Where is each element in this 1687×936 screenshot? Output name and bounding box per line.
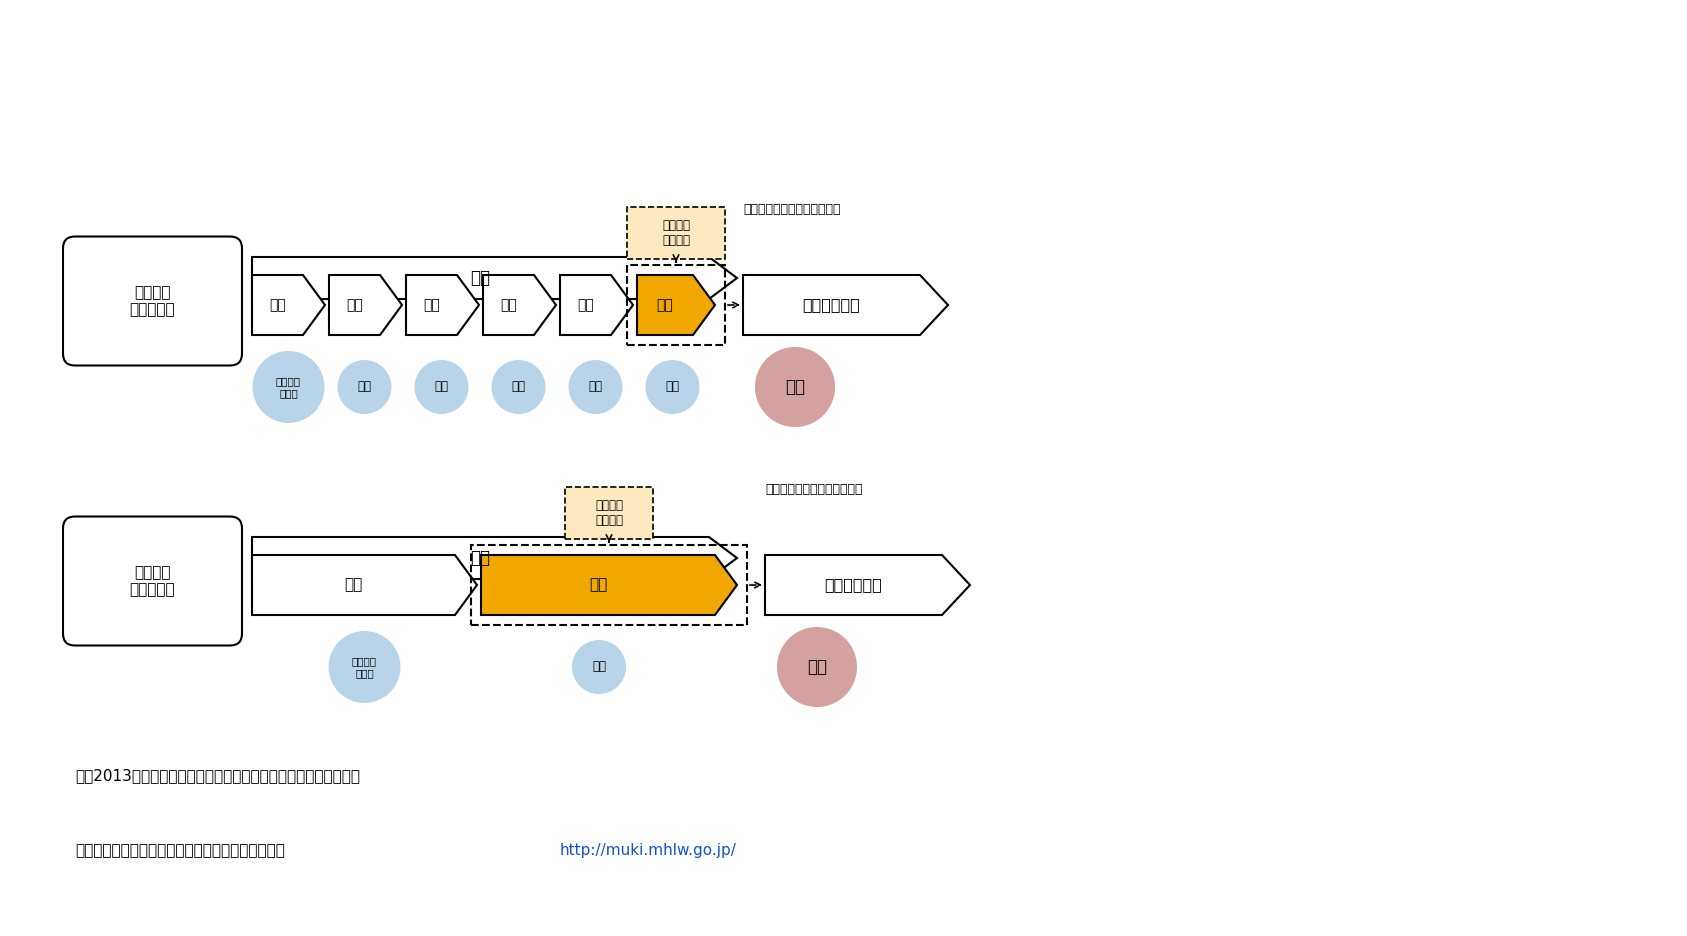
Text: 無期労働契約: 無期労働契約 [803,298,860,313]
Circle shape [569,360,623,414]
Text: 無期転換
申込権発: 無期転換 申込権発 [661,219,690,247]
Text: 出所）厚生労働省「無期転換ルールホームページ」: 出所）厚生労働省「無期転換ルールホームページ」 [74,843,285,858]
Circle shape [491,360,545,414]
Text: 更新: 更新 [589,381,602,393]
Circle shape [646,360,700,414]
Text: 転換: 転換 [784,378,805,396]
Text: 締結また
は更新: 締結また は更新 [277,376,300,398]
Text: １年: １年 [499,298,516,312]
Bar [471,545,747,625]
Text: 期間中に申し込みをした場合: 期間中に申し込みをした場合 [742,203,840,216]
Text: １年: １年 [577,298,594,312]
Bar [565,487,653,539]
Text: 更新: 更新 [358,381,371,393]
Bar [628,207,725,259]
Text: ３年: ３年 [589,578,607,592]
Text: 期間中に申し込みをした場合: 期間中に申し込みをした場合 [764,483,862,496]
Text: 無期転換
申込権発: 無期転換 申込権発 [596,499,623,527]
FancyBboxPatch shape [62,517,241,646]
Polygon shape [251,555,477,615]
Text: １年: １年 [346,298,363,312]
Text: 締結また
は更新: 締結また は更新 [353,656,376,678]
Text: １年: １年 [656,298,673,312]
Polygon shape [251,275,326,335]
Polygon shape [329,275,402,335]
Circle shape [337,360,391,414]
Circle shape [756,347,835,427]
Text: 無期労働契約: 無期労働契約 [825,578,882,592]
Text: 契約期間
３年の場合: 契約期間 ３年の場合 [130,564,175,597]
FancyBboxPatch shape [62,237,241,365]
Circle shape [415,360,469,414]
Text: ５年: ５年 [471,549,491,567]
Text: ５年: ５年 [471,269,491,287]
Circle shape [253,351,324,423]
Polygon shape [251,537,737,579]
Bar [628,265,725,345]
Text: １年: １年 [423,298,440,312]
Text: 注）2013年４月１日以降に開始する有期労働契約が対象である。: 注）2013年４月１日以降に開始する有期労働契約が対象である。 [74,768,359,783]
Polygon shape [764,555,970,615]
Text: １年: １年 [270,298,285,312]
Polygon shape [407,275,479,335]
Text: ３年: ３年 [344,578,363,592]
Circle shape [572,640,626,694]
Polygon shape [742,275,948,335]
Polygon shape [482,275,557,335]
Polygon shape [251,257,737,299]
Polygon shape [560,275,633,335]
Circle shape [778,627,857,707]
Text: http://muki.mhlw.go.jp/: http://muki.mhlw.go.jp/ [560,843,737,858]
Polygon shape [481,555,737,615]
Text: 契約期間
１年の場合: 契約期間 １年の場合 [130,285,175,317]
Circle shape [329,631,400,703]
Text: 更新: 更新 [435,381,449,393]
Text: 更新: 更新 [592,661,606,674]
Text: 転換: 転換 [806,658,827,676]
Text: 更新: 更新 [665,381,680,393]
Polygon shape [638,275,715,335]
Text: 更新: 更新 [511,381,525,393]
